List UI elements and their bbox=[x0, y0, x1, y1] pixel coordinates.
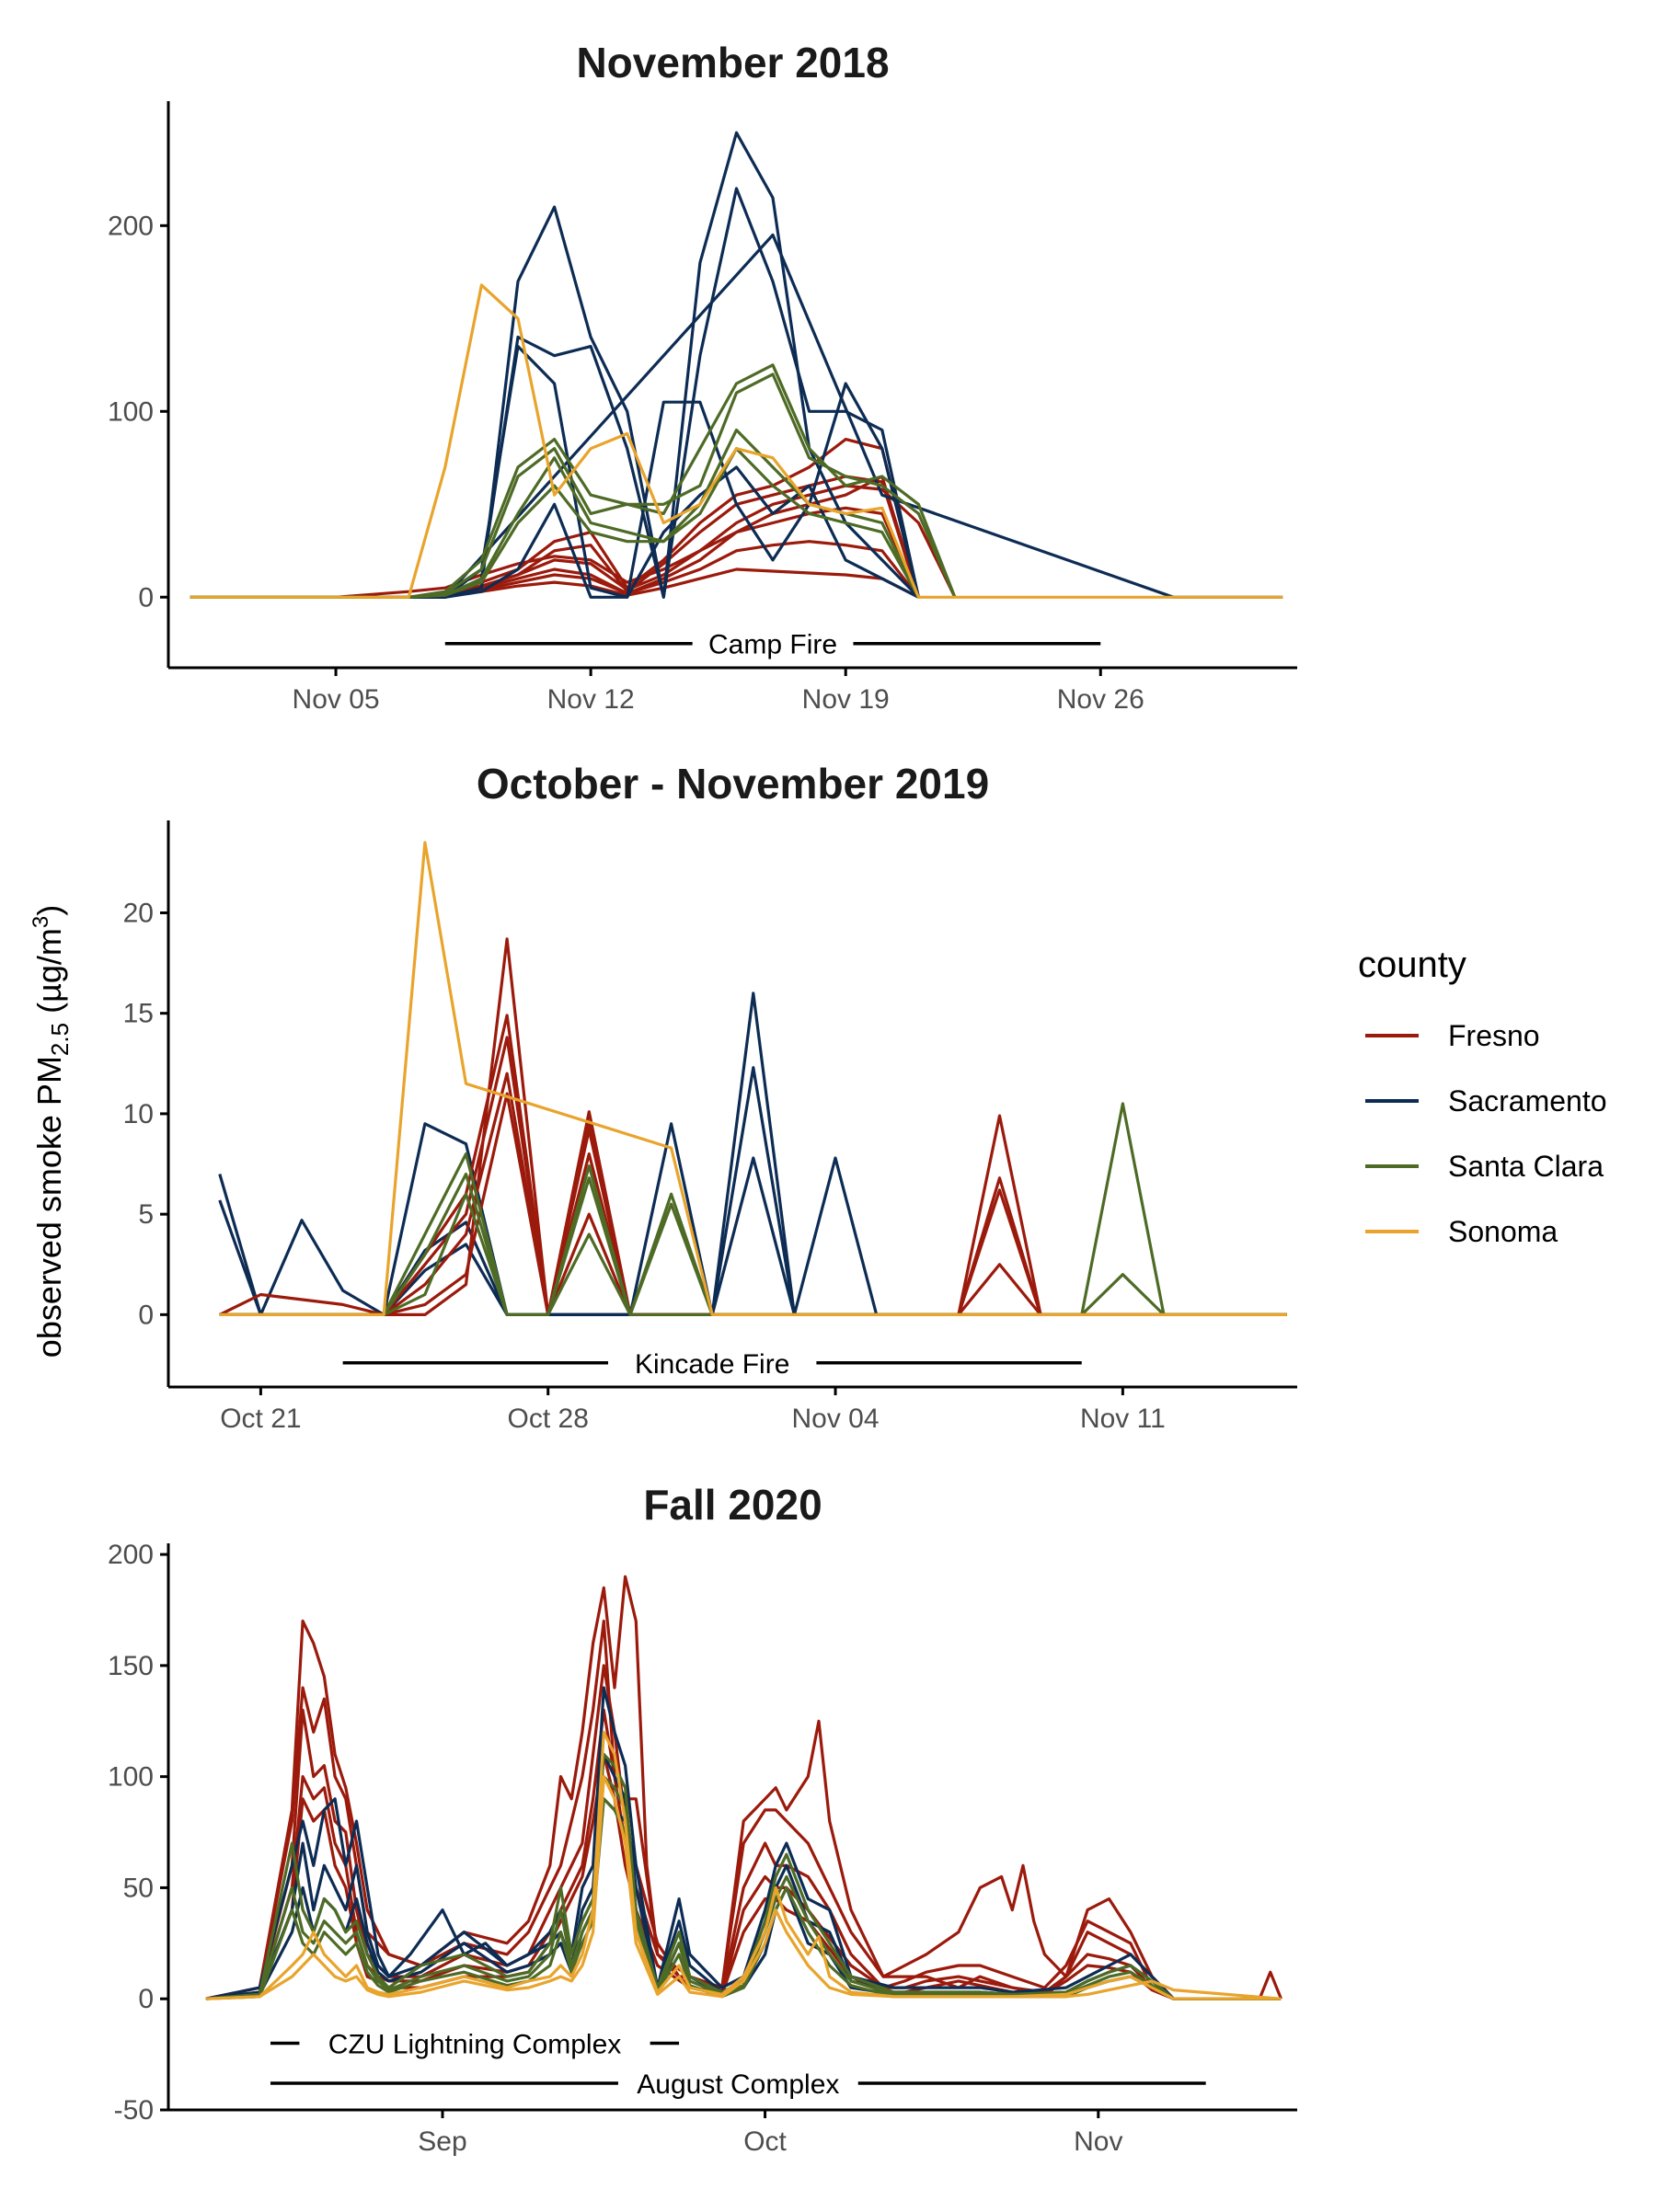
series-line-sonoma bbox=[190, 283, 1283, 599]
series-line-santa-clara bbox=[190, 447, 920, 599]
x-tick-label: Oct 28 bbox=[508, 1404, 589, 1434]
y-tick-label: 100 bbox=[108, 396, 154, 427]
panel-november-2018: November 2018 Camp Fire 0 100 200 Nov 05 Nov 1… bbox=[108, 39, 1297, 715]
series-line-fresno bbox=[219, 1072, 1287, 1316]
series-line-sacramento bbox=[190, 345, 920, 599]
x-tick-label: Nov 19 bbox=[802, 684, 890, 715]
y-tick-label: 150 bbox=[108, 1651, 154, 1681]
y-tick-label: 20 bbox=[123, 898, 154, 928]
series-line-fresno bbox=[219, 1092, 1287, 1316]
panel-fall-2020: Fall 2020 CZU Lightning Complex August Com… bbox=[108, 1481, 1297, 2157]
y-tick-label: 0 bbox=[138, 582, 154, 613]
event-label: CZU Lightning Complex bbox=[328, 2030, 621, 2060]
series-line-sacramento bbox=[219, 1156, 1287, 1316]
series-line-santa-clara bbox=[190, 372, 957, 599]
y-axis-label: observed smoke PM2.5 (µg/m3) bbox=[29, 905, 74, 1358]
series-group bbox=[205, 1575, 1282, 2000]
legend-label: Sacramento bbox=[1448, 1084, 1607, 1117]
x-tick-label: Nov 04 bbox=[792, 1404, 880, 1434]
series-line-santa-clara bbox=[190, 363, 957, 599]
legend-label: Santa Clara bbox=[1448, 1150, 1604, 1183]
series-line-sacramento bbox=[218, 991, 1287, 1316]
y-tick-label: 50 bbox=[123, 1873, 154, 1903]
y-tick-label: 10 bbox=[123, 1099, 154, 1129]
series-line-fresno bbox=[190, 484, 957, 599]
y-tick-label: 0 bbox=[138, 1300, 154, 1330]
x-tick-label: Oct bbox=[743, 2126, 787, 2157]
panel-title: Fall 2020 bbox=[643, 1481, 822, 1529]
x-tick-label: Oct 21 bbox=[220, 1404, 301, 1434]
series-line-sacramento bbox=[190, 233, 1283, 599]
legend: county Fresno Sacramento Santa Clara Sonoma bbox=[1358, 945, 1607, 1248]
series-line-sacramento bbox=[190, 187, 920, 599]
series-line-fresno bbox=[190, 506, 920, 599]
series-line-sacramento bbox=[205, 1686, 1282, 2000]
legend-title: county bbox=[1358, 945, 1466, 985]
y-tick-label: 100 bbox=[108, 1762, 154, 1793]
series-line-sonoma bbox=[219, 841, 1287, 1316]
x-tick-label: Nov 05 bbox=[293, 684, 380, 715]
series-group bbox=[190, 131, 1283, 599]
legend-entries: Fresno Sacramento Santa Clara Sonoma bbox=[1365, 1019, 1607, 1248]
event-label: August Complex bbox=[637, 2069, 839, 2100]
x-tick-label: Nov 12 bbox=[547, 684, 635, 715]
series-group bbox=[218, 841, 1287, 1316]
x-tick-label: Nov bbox=[1074, 2126, 1122, 2157]
series-line-santa-clara bbox=[219, 1172, 1287, 1316]
series-line-fresno bbox=[219, 1014, 1287, 1316]
legend-label: Sonoma bbox=[1448, 1215, 1558, 1248]
y-tick-label: 200 bbox=[108, 1540, 154, 1570]
y-tick-label: 200 bbox=[108, 211, 154, 241]
event-label: Camp Fire bbox=[708, 630, 837, 660]
x-tick-label: Nov 26 bbox=[1057, 684, 1144, 715]
event-label: Kincade Fire bbox=[635, 1349, 789, 1380]
series-line-sacramento bbox=[190, 465, 920, 599]
series-line-sonoma bbox=[205, 1775, 1282, 2000]
x-tick-label: Sep bbox=[418, 2126, 466, 2157]
series-line-santa-clara bbox=[219, 1164, 1287, 1316]
x-tick-label: Nov 11 bbox=[1080, 1404, 1166, 1434]
panel-title: November 2018 bbox=[576, 39, 889, 86]
y-tick-label: -50 bbox=[114, 2095, 154, 2126]
y-tick-label: 5 bbox=[138, 1199, 154, 1230]
y-tick-label: 15 bbox=[123, 999, 154, 1029]
panel-title: October - November 2019 bbox=[477, 760, 989, 808]
y-tick-label: 0 bbox=[138, 1984, 154, 2014]
series-line-sacramento bbox=[190, 131, 920, 599]
series-line-fresno bbox=[190, 475, 920, 599]
legend-label: Fresno bbox=[1448, 1019, 1540, 1052]
panel-october-november-2019: October - November 2019 Kincade Fire 0 5 10 1… bbox=[123, 760, 1297, 1434]
series-line-fresno bbox=[219, 1036, 1287, 1316]
series-line-santa-clara bbox=[219, 1102, 1287, 1316]
series-line-santa-clara bbox=[205, 1752, 1282, 2000]
